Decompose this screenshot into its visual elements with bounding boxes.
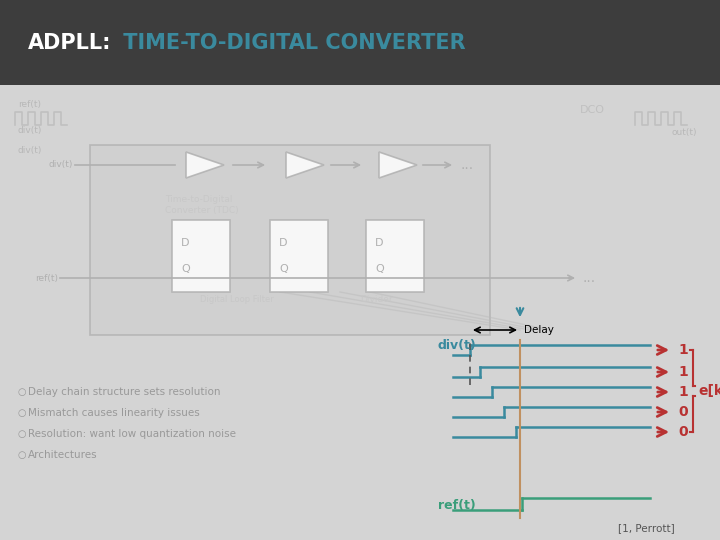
Text: ADPLL:: ADPLL: [28,33,112,53]
Text: [1, Perrott]: [1, Perrott] [618,523,675,533]
Polygon shape [286,152,324,178]
Text: Resolution: want low quantization noise: Resolution: want low quantization noise [28,429,236,439]
Text: Architectures: Architectures [28,450,98,460]
Text: out(t): out(t) [672,127,698,137]
Text: ...: ... [460,158,473,172]
Text: Q: Q [181,264,190,274]
Bar [90,145,490,335]
Text: 1: 1 [678,385,688,399]
Text: TIME-TO-DIGITAL CONVERTER: TIME-TO-DIGITAL CONVERTER [116,33,466,53]
Text: DCO: DCO [580,105,605,115]
Bar [366,220,424,292]
Text: 1: 1 [678,365,688,379]
Text: Delay chain structure sets resolution: Delay chain structure sets resolution [28,387,220,397]
Text: div(t): div(t) [18,145,42,154]
Bar [172,220,230,292]
Text: ○: ○ [17,408,25,418]
Text: ref(t): ref(t) [438,498,476,511]
Polygon shape [379,152,417,178]
Bar [0,0,720,85]
Text: Mismatch causes linearity issues: Mismatch causes linearity issues [28,408,199,418]
Text: ○: ○ [17,429,25,439]
Text: Divider: Divider [360,295,392,305]
Text: div(t): div(t) [18,125,42,134]
Text: div(t): div(t) [438,339,477,352]
Text: e[k]: e[k] [698,384,720,398]
Bar [270,220,328,292]
Text: div(t): div(t) [49,160,73,170]
Text: 1: 1 [678,343,688,357]
Text: ref(t): ref(t) [35,273,58,282]
Polygon shape [186,152,224,178]
Text: Converter (TDC): Converter (TDC) [165,206,238,214]
Text: D: D [375,238,384,248]
Text: Q: Q [279,264,288,274]
Bar [0,85,720,540]
Text: Time-to-Digital: Time-to-Digital [165,195,233,205]
Text: ...: ... [583,271,596,285]
Text: ○: ○ [17,387,25,397]
Text: Q: Q [375,264,384,274]
Text: D: D [279,238,287,248]
Text: ○: ○ [17,450,25,460]
Text: 0: 0 [678,425,688,439]
Text: ref(t): ref(t) [18,100,41,110]
Text: 0: 0 [678,405,688,419]
Text: Delay: Delay [524,325,554,335]
Text: D: D [181,238,189,248]
Text: Digital Loop Filter: Digital Loop Filter [200,295,274,305]
